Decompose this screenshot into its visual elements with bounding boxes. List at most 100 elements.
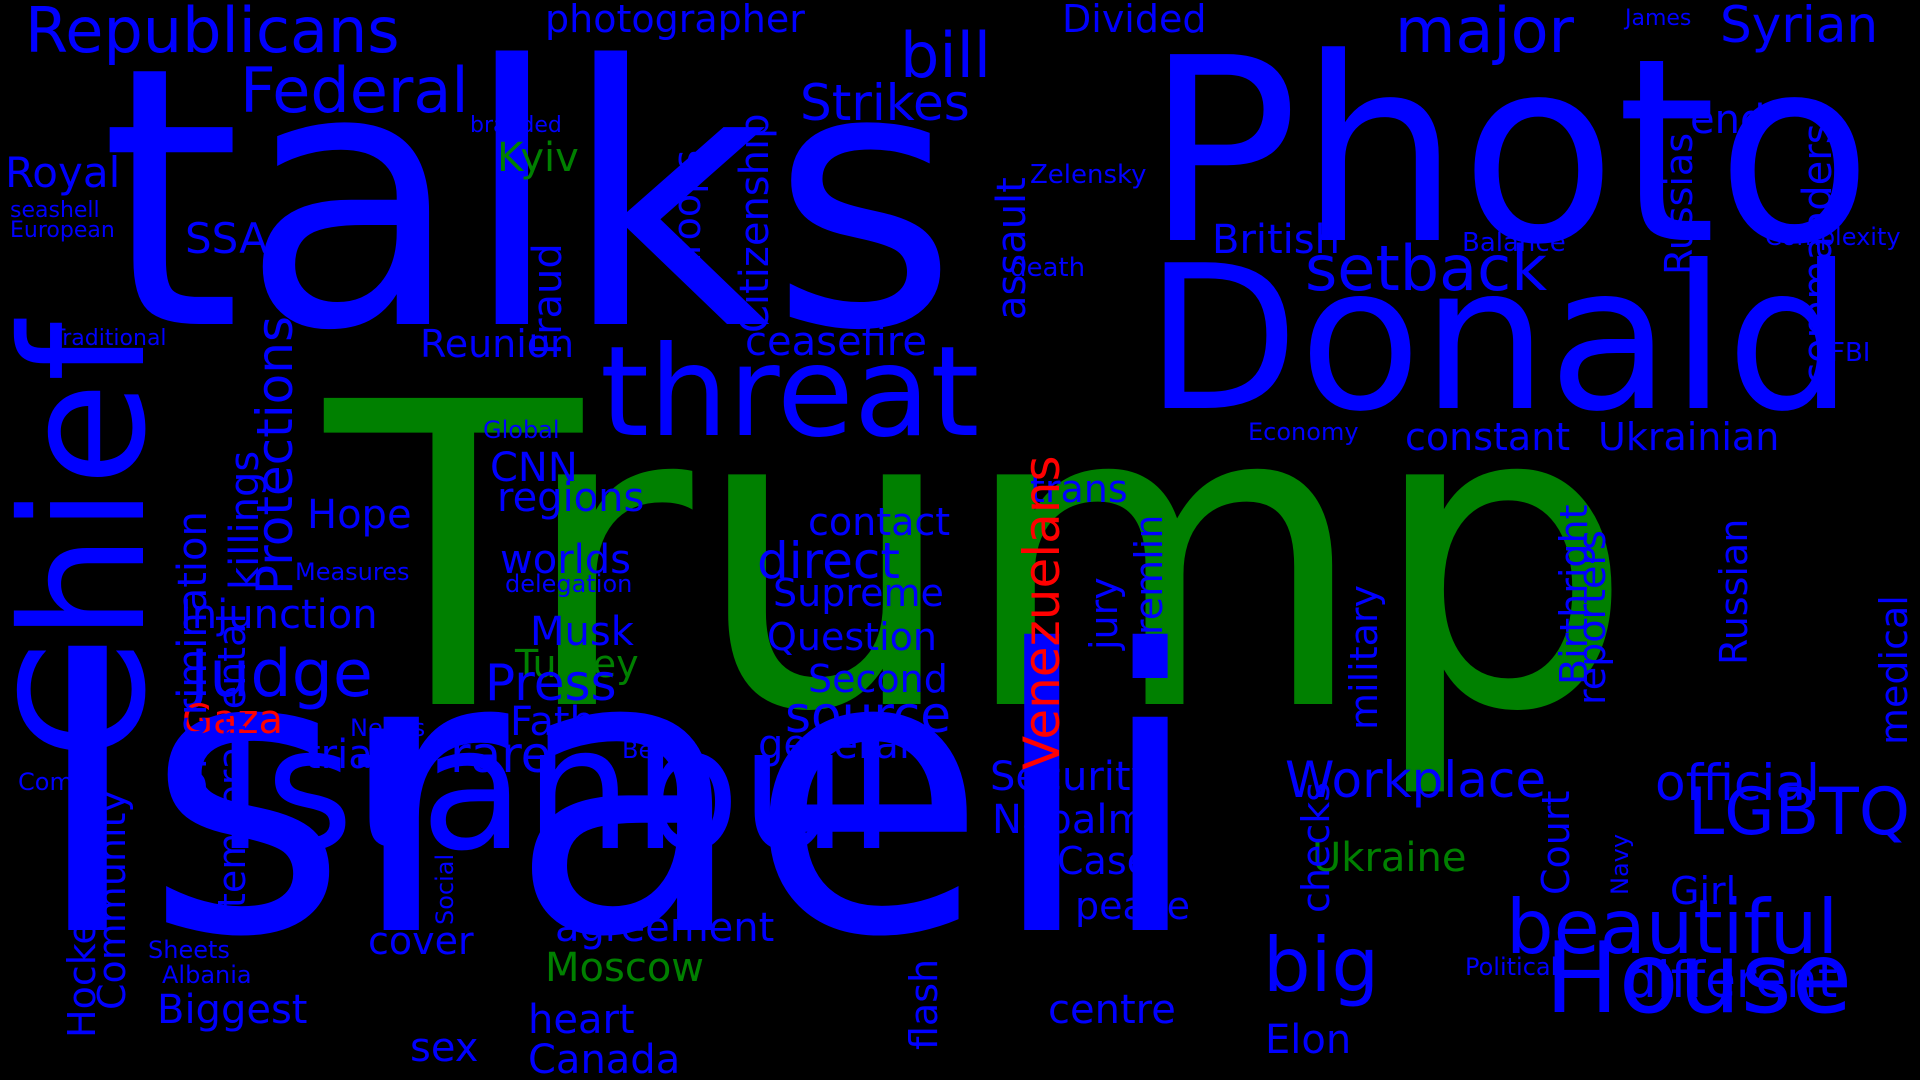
word-needs: Needs [350, 714, 426, 742]
word-worlds: worlds [500, 537, 631, 583]
word-ceasefire: ceasefire [745, 319, 927, 365]
word-gaza: Gaza [182, 697, 284, 743]
word-better: Better [622, 736, 697, 764]
word-case: Case [1057, 839, 1150, 883]
word-constant: constant [1405, 415, 1571, 459]
word-heart: heart [528, 997, 635, 1043]
word-official: official [1655, 754, 1820, 812]
word-strikes: Strikes [800, 74, 970, 132]
word-temperamental: temperamental [210, 613, 254, 908]
word-beautiful: beautiful [1506, 883, 1839, 971]
word-source: source [785, 686, 952, 744]
word-sex: sex [410, 1025, 479, 1071]
word-syrian: Syrian [1720, 0, 1879, 54]
word-trump: Trump [325, 315, 1635, 804]
word-russian: Russian [1712, 518, 1756, 665]
word-global: Global [483, 416, 560, 444]
word-seashell: seashell [10, 198, 100, 223]
word-russias: Russias [1657, 132, 1701, 275]
word-peace: peace [1075, 884, 1191, 928]
word-death: death [1010, 253, 1086, 283]
word-second: Second [808, 657, 948, 701]
word-venezuelans: Venezuelans [1013, 455, 1071, 770]
word-ukrainian: Ukrainian [1598, 415, 1780, 459]
word-musk: Musk [530, 609, 634, 655]
word-injunction: Injunction [180, 592, 378, 638]
word-branded: branded [470, 113, 562, 138]
word-royal: Royal [5, 148, 121, 197]
word-judge: Judge [190, 637, 373, 712]
word-house: House [1545, 922, 1853, 1036]
word-assault: assault [989, 177, 1035, 320]
word-killings: killings [222, 450, 268, 590]
word-trans: trans [1030, 467, 1128, 511]
word-ukraine: Ukraine [1312, 835, 1467, 881]
word-measures: Measures [295, 558, 410, 586]
word-moscow: Moscow [545, 945, 705, 991]
word-end: end [1690, 97, 1766, 143]
word-canada: Canada [528, 1037, 681, 1080]
word-direct: direct [757, 532, 900, 590]
word-jury: jury [1082, 577, 1126, 650]
word-father: Father [510, 699, 636, 745]
word-turkey: Turkey [515, 642, 639, 686]
word-balance: Balance [1462, 228, 1566, 258]
word-hope: Hope [307, 492, 412, 538]
word-israeli: Israeli [30, 568, 1205, 1022]
word-rare: rare [450, 726, 552, 784]
word-photographer: photographer [545, 0, 805, 41]
word-cover: cover [368, 919, 474, 963]
word-discrimination: Discrimination [170, 511, 216, 800]
word-flash: flash [902, 958, 946, 1050]
word-big: big [1263, 921, 1380, 1009]
word-navy: Navy [1606, 833, 1634, 895]
word-question: Question [767, 615, 937, 659]
word-bill: bill [900, 19, 992, 92]
word-traditional: Traditional [52, 326, 167, 351]
word-donald: Donald [1145, 223, 1854, 456]
word-zelensky: Zelensky [1030, 160, 1147, 190]
word-photo: Photo [1145, 4, 1873, 301]
word-biggest: Biggest [157, 987, 308, 1033]
word-chief: Chief [0, 321, 184, 760]
word-istanbul: Istanbul [215, 691, 896, 889]
word-court: Court [1534, 790, 1578, 895]
word-reunion: Reunion [420, 322, 575, 366]
word-trial: trial [305, 732, 384, 778]
word-different: different [1625, 951, 1838, 1009]
word-republicans: Republicans [25, 0, 400, 67]
word-setback: setback [1305, 232, 1548, 305]
word-checks: checks [1294, 781, 1338, 913]
word-centre: centre [1048, 987, 1176, 1033]
word-birthright: Birthright [1552, 504, 1596, 685]
word-agreement: agreement [555, 905, 775, 951]
word-sheets: Sheets [148, 936, 230, 964]
word-medical: medical [1872, 595, 1916, 745]
word-cnn: CNN [490, 445, 578, 491]
word-comey: Comey [18, 768, 102, 796]
word-press: Press [485, 654, 617, 712]
word-albania: Albania [162, 961, 252, 989]
word-british: British [1212, 217, 1340, 263]
word-major: major [1395, 0, 1575, 67]
word-complexity: Complexity [1765, 223, 1901, 251]
word-fraud: Fraud [525, 243, 571, 355]
word-military: military [1342, 585, 1386, 730]
word-commanders: commanders [1795, 123, 1841, 385]
word-social: Social [431, 853, 459, 925]
word-citizenship: Citizenship [732, 113, 778, 334]
word-supreme: Supreme [773, 571, 944, 615]
word-federal: Federal [240, 54, 469, 127]
word-napalm: Napalm [992, 797, 1147, 843]
word-economy: Economy [1248, 418, 1359, 446]
word-kremlin: Kremlin [1127, 514, 1171, 660]
word-european: European [10, 218, 115, 243]
word-kyiv: Kyiv [497, 135, 579, 181]
word-talks: talks [100, 0, 958, 409]
word-hockey: Hockey [60, 898, 104, 1038]
word-political: Political [1465, 953, 1558, 981]
word-contact: contact [808, 500, 951, 544]
word-girl: Girl [1670, 869, 1737, 913]
word-ssa: SSA [185, 214, 268, 263]
